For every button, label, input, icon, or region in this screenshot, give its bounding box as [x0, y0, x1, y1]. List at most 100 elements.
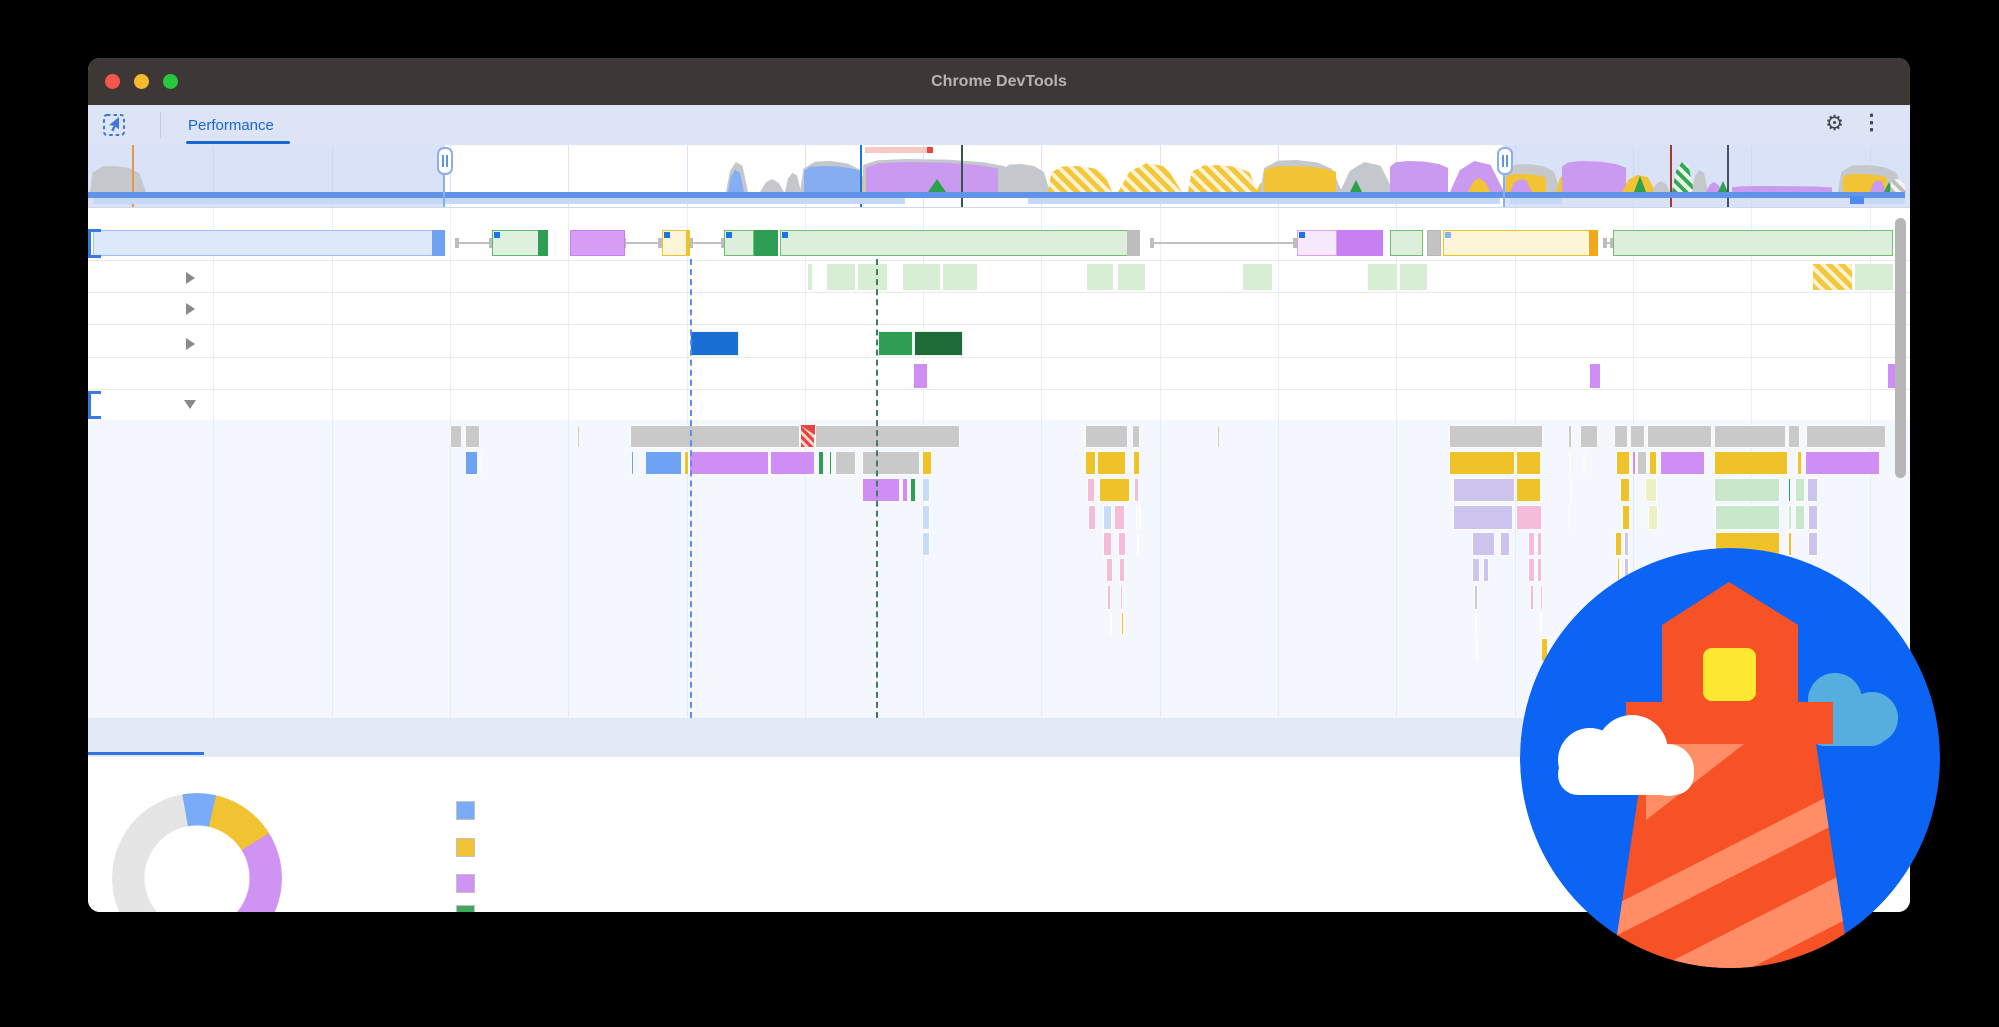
flame-task-bar[interactable]: [1540, 612, 1542, 635]
flame-task-bar[interactable]: [1649, 451, 1657, 475]
flame-task-bar[interactable]: [922, 478, 930, 502]
flame-task-bar[interactable]: [480, 451, 482, 475]
flame-task-bar[interactable]: [1637, 451, 1647, 475]
interaction-bar[interactable]: [878, 331, 913, 356]
flame-task-bar[interactable]: [902, 478, 908, 502]
flame-task-bar[interactable]: [1121, 612, 1124, 635]
flame-task-bar[interactable]: [1570, 478, 1572, 502]
flame-task-bar[interactable]: [835, 451, 856, 475]
tab-performance[interactable]: Performance: [188, 116, 274, 134]
flame-task-bar[interactable]: [1795, 505, 1805, 530]
flame-task-bar[interactable]: [1632, 451, 1636, 475]
flame-task-bar[interactable]: [1647, 425, 1712, 448]
flame-task-bar[interactable]: [1540, 585, 1543, 610]
flame-task-bar[interactable]: [1118, 532, 1126, 556]
network-request-bar[interactable]: [662, 230, 690, 256]
flame-task-bar[interactable]: [1136, 505, 1138, 530]
flame-task-bar[interactable]: [631, 451, 634, 475]
flame-task-bar[interactable]: [1449, 425, 1543, 448]
flame-task-bar[interactable]: [1580, 425, 1598, 448]
flame-task-bar[interactable]: [1453, 478, 1515, 502]
flame-task-bar[interactable]: [1622, 505, 1630, 530]
overview-window-handle[interactable]: [1497, 147, 1513, 175]
flame-task-bar[interactable]: [1085, 451, 1096, 475]
flame-task-bar[interactable]: [1500, 532, 1510, 556]
collapse-arrow-icon[interactable]: [186, 303, 195, 315]
screenshot-frame-block[interactable]: [827, 264, 855, 290]
flame-task-bar[interactable]: [1715, 505, 1780, 530]
flame-task-bar[interactable]: [1640, 505, 1642, 530]
flame-task-bar[interactable]: [1537, 532, 1542, 556]
screenshot-frame-block[interactable]: [808, 264, 812, 290]
network-request-bar[interactable]: [1297, 230, 1337, 256]
screenshot-frame-block[interactable]: [903, 264, 940, 290]
screenshot-frame-block[interactable]: [943, 264, 977, 290]
flame-task-bar[interactable]: [1103, 532, 1112, 556]
flame-task-bar[interactable]: [1530, 585, 1534, 610]
flame-task-bar[interactable]: [1714, 425, 1786, 448]
gpu-activity-tick[interactable]: [1888, 364, 1897, 388]
flame-task-bar[interactable]: [1139, 505, 1141, 530]
gpu-activity-tick[interactable]: [1590, 364, 1600, 388]
legend-swatch[interactable]: [456, 838, 475, 857]
gpu-activity-tick[interactable]: [914, 364, 927, 388]
expand-arrow-icon[interactable]: [184, 400, 196, 409]
flame-task-bar[interactable]: [1516, 505, 1542, 530]
screenshot-frame-block[interactable]: [1243, 264, 1272, 290]
collapse-arrow-icon[interactable]: [186, 272, 195, 284]
legend-swatch[interactable]: [456, 905, 475, 912]
flame-task-bar[interactable]: [1583, 451, 1585, 475]
timeline-overview[interactable]: CPU NET: [88, 145, 1910, 207]
flame-task-bar[interactable]: [770, 451, 815, 475]
flame-task-bar[interactable]: [910, 478, 916, 502]
minimize-button[interactable]: [134, 74, 149, 89]
flame-task-bar[interactable]: [1120, 585, 1123, 610]
network-request-bar[interactable]: [1443, 230, 1598, 256]
flame-task-bar[interactable]: [1528, 558, 1535, 582]
flame-task-bar[interactable]: [1097, 451, 1126, 475]
flame-task-bar[interactable]: [1483, 558, 1489, 582]
flame-task-bar[interactable]: [1624, 532, 1629, 556]
flame-task-bar[interactable]: [1449, 451, 1515, 475]
flame-task-bar[interactable]: [465, 425, 480, 448]
flame-task-bar[interactable]: [1805, 451, 1880, 475]
flame-task-bar[interactable]: [1614, 425, 1628, 448]
flame-task-bar[interactable]: [465, 451, 478, 475]
flame-task-bar[interactable]: [1106, 558, 1113, 582]
network-request-bar[interactable]: [1337, 230, 1383, 256]
network-request-bar[interactable]: [1613, 230, 1893, 256]
flame-task-bar[interactable]: [1568, 505, 1570, 530]
flame-task-bar[interactable]: [815, 425, 960, 448]
flame-task-bar[interactable]: [1088, 505, 1096, 530]
flame-task-bar[interactable]: [645, 451, 682, 475]
flame-task-bar[interactable]: [1110, 612, 1112, 635]
legend-swatch[interactable]: [456, 874, 475, 893]
flame-task-bar[interactable]: [1648, 505, 1658, 530]
flame-task-bar[interactable]: [1476, 638, 1478, 662]
flame-task-bar[interactable]: [1114, 505, 1125, 530]
flame-task-bar[interactable]: [1134, 478, 1139, 502]
flame-task-bar[interactable]: [1516, 451, 1541, 475]
flame-task-bar[interactable]: [1217, 425, 1220, 448]
flame-task-bar[interactable]: [1795, 478, 1805, 502]
flame-task-bar[interactable]: [450, 425, 462, 448]
flame-task-bar[interactable]: [1660, 451, 1705, 475]
flame-task-bar[interactable]: [1132, 425, 1140, 448]
network-request-bar[interactable]: [1390, 230, 1423, 256]
zoom-button[interactable]: [163, 74, 178, 89]
flame-task-bar[interactable]: [1099, 478, 1130, 502]
screenshot-frame-block[interactable]: [858, 264, 887, 290]
flame-task-bar[interactable]: [1474, 585, 1478, 610]
flame-task-bar[interactable]: [577, 425, 580, 448]
flame-task-bar[interactable]: [1119, 558, 1125, 582]
flame-task-bar[interactable]: [689, 451, 769, 475]
flame-task-bar[interactable]: [1807, 478, 1818, 502]
screenshot-frame-block[interactable]: [1118, 264, 1145, 290]
flame-task-bar[interactable]: [1806, 425, 1886, 448]
collapse-arrow-icon[interactable]: [186, 338, 195, 350]
flame-task-bar[interactable]: [1087, 478, 1095, 502]
screenshot-frame-block[interactable]: [1400, 264, 1427, 290]
flame-task-bar[interactable]: [1085, 425, 1128, 448]
settings-gear-icon[interactable]: ⚙: [1825, 112, 1844, 135]
flame-task-bar[interactable]: [1453, 505, 1513, 530]
